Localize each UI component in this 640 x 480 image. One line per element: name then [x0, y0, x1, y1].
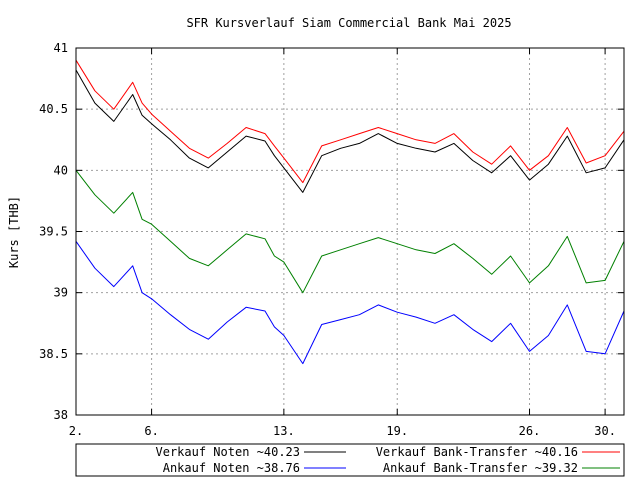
- series-line-3: [75, 169, 625, 294]
- legend-label-3: Ankauf Bank-Transfer ~39.32: [383, 461, 578, 475]
- tick-layer: 38 38.5 39 39.5 40 40.5 41 2. 6. 13. 19. 26. 30.: [39, 41, 624, 438]
- y-tick-label: 39.5: [39, 225, 68, 239]
- x-tick-label: 2.: [69, 424, 83, 438]
- legend-label-2: Ankauf Noten ~38.76: [163, 461, 300, 475]
- series-line-0: [75, 69, 625, 193]
- x-tick-label: 13.: [273, 424, 295, 438]
- y-tick-label: 41: [54, 41, 68, 55]
- series-layer: [75, 59, 625, 365]
- y-tick-label: 40: [54, 163, 68, 177]
- chart-title: SFR Kursverlauf Siam Commercial Bank Mai…: [186, 16, 511, 30]
- x-tick-label: 30.: [594, 424, 616, 438]
- series-line-2: [75, 241, 625, 365]
- legend-label-0: Verkauf Noten ~40.23: [156, 445, 301, 459]
- legend: Verkauf Noten ~40.23 Verkauf Bank-Transfe…: [75, 443, 625, 477]
- y-tick-label: 39: [54, 286, 68, 300]
- x-tick-label: 19.: [386, 424, 408, 438]
- y-tick-label: 38: [54, 408, 68, 422]
- legend-box: [75, 443, 625, 477]
- y-tick-label: 38.5: [39, 347, 68, 361]
- y-axis-label: Kurs [THB]: [7, 196, 21, 268]
- x-tick-label: 26.: [519, 424, 541, 438]
- series-line-1: [75, 59, 625, 184]
- x-tick-label: 6.: [144, 424, 158, 438]
- grid-layer: [76, 48, 624, 415]
- y-tick-label: 40.5: [39, 102, 68, 116]
- legend-label-1: Verkauf Bank-Transfer ~40.16: [376, 445, 578, 459]
